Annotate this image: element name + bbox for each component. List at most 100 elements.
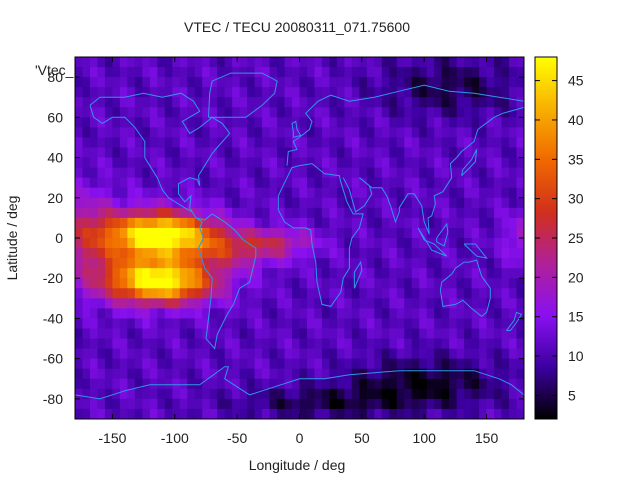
heatmap-cell <box>494 147 503 159</box>
heatmap-cell <box>97 177 106 189</box>
heatmap-cell <box>464 348 473 360</box>
heatmap-cell <box>306 358 316 370</box>
heatmap-cell <box>119 127 128 139</box>
heatmap-cell <box>217 187 226 199</box>
heatmap-cell <box>247 298 256 309</box>
heatmap-cell <box>329 77 338 88</box>
heatmap-cell <box>112 167 121 179</box>
heatmap-cell <box>314 258 323 269</box>
heatmap-cell <box>277 107 286 118</box>
heatmap-cell <box>344 248 353 259</box>
heatmap-cell <box>142 167 151 179</box>
heatmap-cell <box>149 197 158 209</box>
heatmap-cell <box>149 87 158 98</box>
heatmap-cell <box>389 97 398 108</box>
heatmap-cell <box>239 167 248 179</box>
heatmap-cell <box>486 318 495 330</box>
heatmap-cell <box>179 348 188 360</box>
heatmap-cell <box>456 408 465 419</box>
heatmap-cell <box>269 238 278 249</box>
heatmap-cell <box>314 207 323 219</box>
heatmap-cell <box>471 398 480 410</box>
heatmap-cell <box>119 268 128 279</box>
heatmap-cell <box>224 258 233 269</box>
heatmap-cell <box>299 137 308 149</box>
heatmap-cell <box>329 97 338 108</box>
heatmap-cell <box>284 87 293 98</box>
heatmap-cell <box>404 207 413 219</box>
heatmap-cell <box>104 97 114 108</box>
heatmap-cell <box>501 278 510 289</box>
heatmap-cell <box>516 77 524 88</box>
heatmap-cell <box>82 217 91 229</box>
heatmap-cell <box>97 207 106 219</box>
heatmap-cell <box>479 147 488 159</box>
heatmap-cell <box>127 328 136 340</box>
heatmap-cell <box>351 177 360 189</box>
heatmap-cell <box>89 298 99 309</box>
heatmap-cell <box>202 127 211 139</box>
heatmap-cell <box>509 338 518 350</box>
heatmap-cell <box>127 368 136 380</box>
heatmap-cell <box>247 227 256 239</box>
heatmap-cell <box>179 87 188 98</box>
heatmap-cell <box>239 378 248 390</box>
heatmap-cell <box>217 358 226 370</box>
heatmap-cell <box>284 227 293 239</box>
heatmap-cell <box>164 157 173 169</box>
heatmap-cell <box>419 197 428 209</box>
heatmap-cell <box>366 358 375 370</box>
heatmap-cell <box>426 378 435 390</box>
heatmap-cell <box>277 308 286 320</box>
heatmap-cell <box>194 258 203 269</box>
heatmap-cell <box>306 197 316 209</box>
heatmap-cell <box>112 338 121 350</box>
heatmap-cell <box>89 368 99 380</box>
heatmap-cell <box>471 217 480 229</box>
heatmap-cell <box>434 97 443 108</box>
heatmap-cell <box>344 408 353 419</box>
heatmap-cell <box>104 137 114 149</box>
heatmap-cell <box>82 187 91 199</box>
heatmap-cell <box>172 167 181 179</box>
heatmap-cell <box>82 408 91 419</box>
heatmap-cell <box>359 248 368 259</box>
heatmap-cell <box>389 67 398 78</box>
heatmap-cell <box>284 187 293 199</box>
heatmap-cell <box>232 207 241 219</box>
heatmap-cell <box>217 157 226 169</box>
heatmap-cell <box>471 408 480 419</box>
heatmap-cell <box>359 227 368 239</box>
heatmap-cell <box>434 157 443 169</box>
heatmap-cell <box>277 278 286 289</box>
heatmap-cell <box>501 207 510 219</box>
heatmap-cell <box>501 197 510 209</box>
heatmap-cell <box>299 358 308 370</box>
x-axis-ticks: -150 -100 -50 0 50 100 150 <box>98 57 498 446</box>
heatmap-cell <box>479 157 488 169</box>
heatmap-cell <box>262 117 271 128</box>
coastline <box>439 259 491 318</box>
heatmap-cell <box>501 217 510 229</box>
heatmap-cell <box>134 107 143 118</box>
heatmap-cell <box>381 398 390 410</box>
heatmap-cell <box>254 177 263 189</box>
heatmap-cell <box>306 288 316 299</box>
heatmap-cell <box>134 278 143 289</box>
heatmap-cell <box>336 348 345 360</box>
heatmap-cell <box>486 378 495 390</box>
heatmap-cell <box>134 197 143 209</box>
heatmap-cell <box>292 187 301 199</box>
heatmap-cell <box>262 77 271 88</box>
heatmap-cell <box>187 278 196 289</box>
heatmap-cell <box>194 288 203 299</box>
heatmap-cell <box>172 107 181 118</box>
heatmap-cell <box>396 137 405 149</box>
heatmap-cell <box>449 87 458 98</box>
heatmap-cell <box>314 177 323 189</box>
heatmap-cell <box>269 217 278 229</box>
heatmap-cell <box>464 388 473 400</box>
heatmap-cell <box>187 87 196 98</box>
heatmap-cell <box>164 268 173 279</box>
heatmap-cell <box>479 57 488 68</box>
